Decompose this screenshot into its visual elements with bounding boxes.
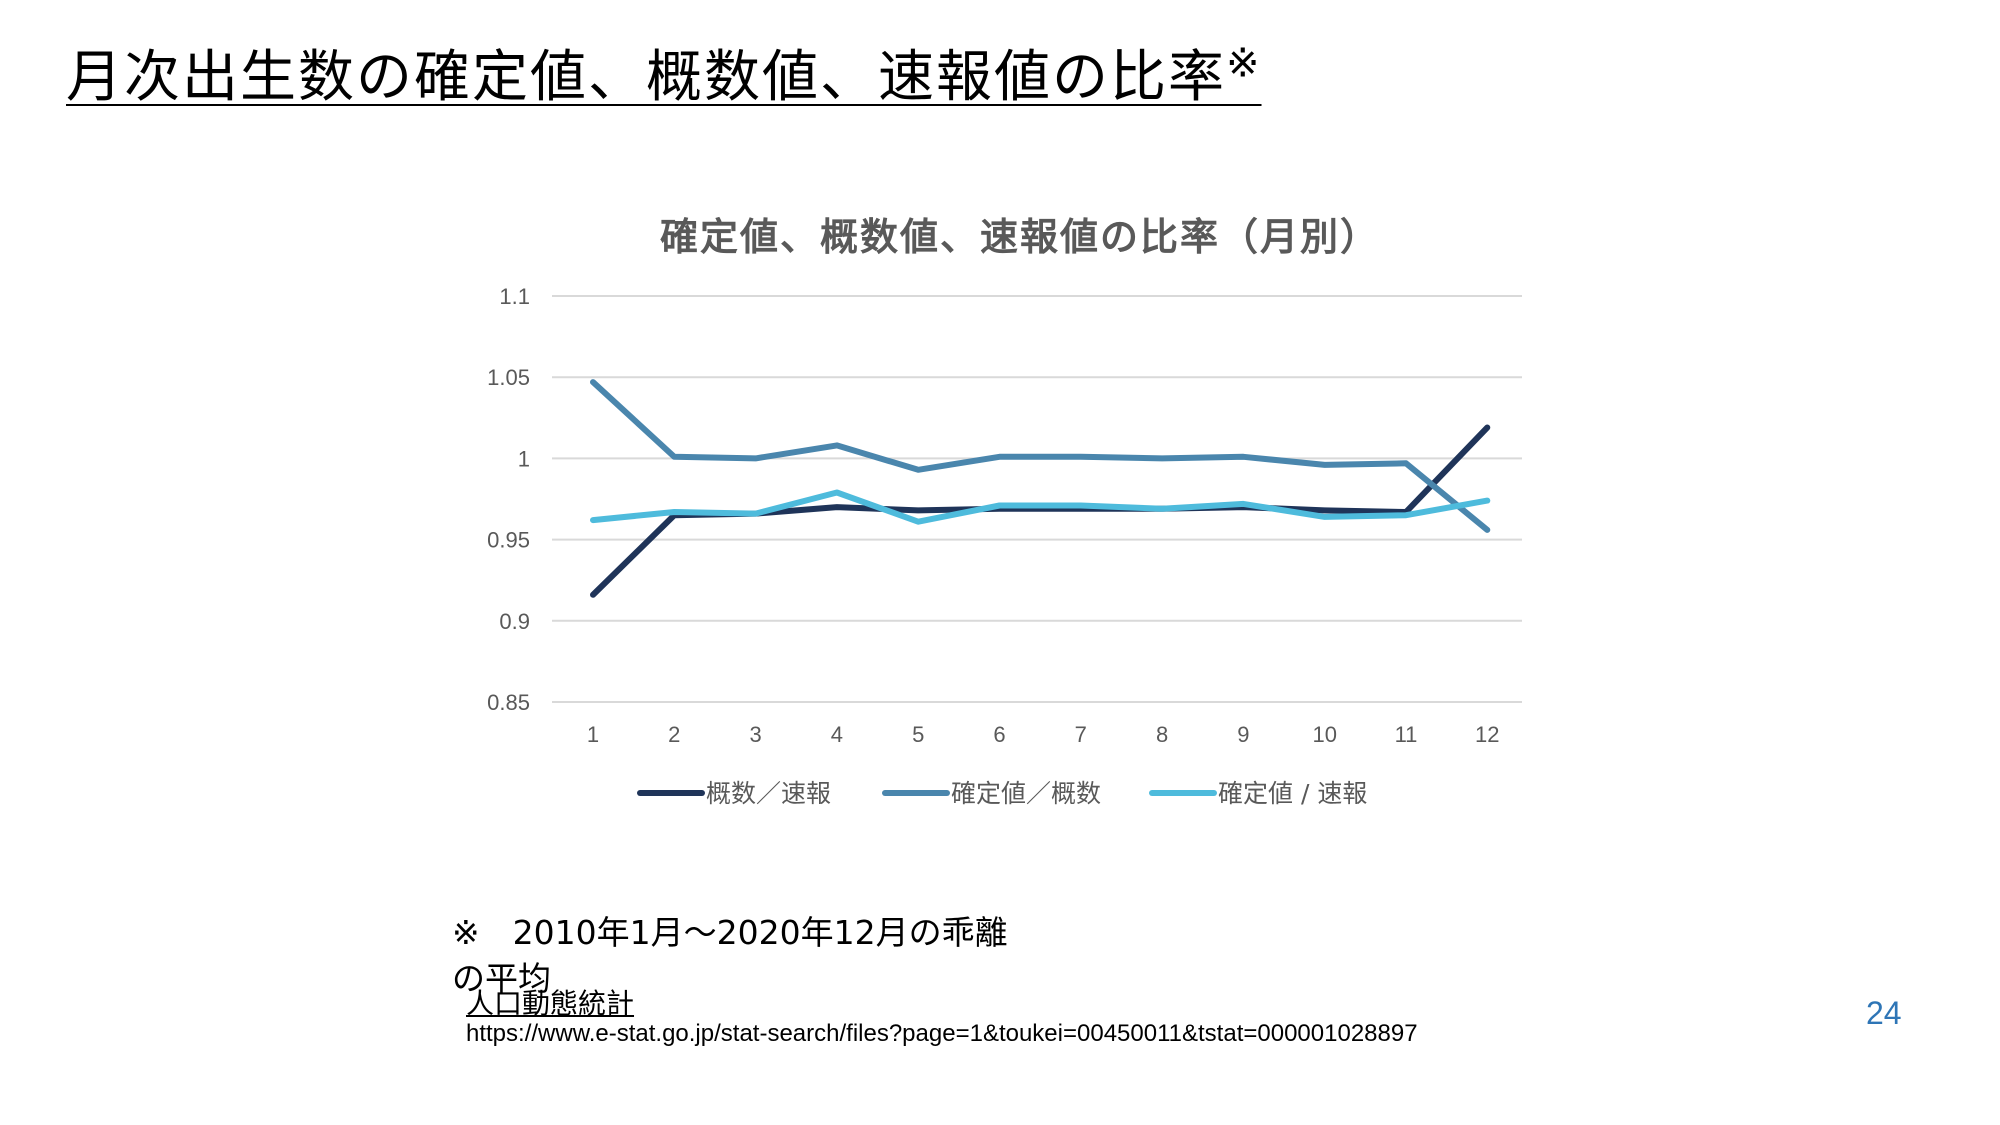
series-line-2 bbox=[590, 379, 1491, 533]
x-tick-label: 3 bbox=[749, 722, 761, 747]
x-tick-label: 4 bbox=[831, 722, 843, 747]
legend-label: 確定値／概数 bbox=[951, 779, 1101, 808]
y-tick-label: 1.1 bbox=[499, 284, 530, 309]
y-tick-label: 0.9 bbox=[499, 609, 530, 634]
x-tick-label: 10 bbox=[1312, 722, 1336, 747]
y-tick-label: 1.05 bbox=[487, 365, 530, 390]
grid-lines bbox=[552, 295, 1522, 703]
source-link[interactable]: 人口動態統計 bbox=[466, 987, 635, 1020]
legend-label: 概数／速報 bbox=[706, 779, 831, 808]
series-line-3 bbox=[590, 489, 1491, 525]
x-tick-label: 1 bbox=[587, 722, 599, 747]
x-tick-label: 6 bbox=[993, 722, 1005, 747]
chart-title: 確定値、概数値、速報値の比率（月別） bbox=[660, 215, 1380, 259]
source-url[interactable]: https://www.e-stat.go.jp/stat-search/fil… bbox=[466, 1020, 1418, 1047]
x-axis-ticks: 1 2 3 4 5 6 7 8 9 10 11 12 bbox=[587, 722, 1500, 747]
y-tick-label: 0.85 bbox=[487, 690, 530, 715]
series-lines bbox=[590, 379, 1491, 598]
x-tick-label: 9 bbox=[1237, 722, 1249, 747]
y-tick-label: 0.95 bbox=[487, 528, 530, 553]
y-axis-ticks: 0.85 0.9 0.95 1 1.05 1.1 bbox=[487, 284, 530, 715]
slide-title-text: 月次出生数の確定値、概数値、速報値の比率 bbox=[66, 45, 1226, 110]
x-tick-label: 8 bbox=[1156, 722, 1168, 747]
x-tick-label: 12 bbox=[1475, 722, 1499, 747]
page-number: 24 bbox=[1866, 995, 1902, 1031]
legend-label: 確定値 / 速報 bbox=[1218, 779, 1367, 808]
line-chart: 確定値、概数値、速報値の比率（月別） 0.85 0.9 0.95 1 1.05 1.1 1… bbox=[487, 215, 1522, 808]
legend: 概数／速報 確定値／概数 確定値 / 速報 bbox=[637, 779, 1367, 808]
footnote: ※ 2010年1月～2020年12月の乖離の平均 bbox=[452, 913, 1008, 998]
x-tick-label: 2 bbox=[668, 722, 680, 747]
y-tick-label: 1 bbox=[518, 446, 530, 471]
slide-title: 月次出生数の確定値、概数値、速報値の比率※ bbox=[66, 42, 1262, 114]
x-tick-label: 11 bbox=[1395, 722, 1418, 747]
x-tick-label: 5 bbox=[912, 722, 924, 747]
x-tick-label: 7 bbox=[1075, 722, 1087, 747]
slide-title-mark: ※ bbox=[1226, 40, 1262, 87]
